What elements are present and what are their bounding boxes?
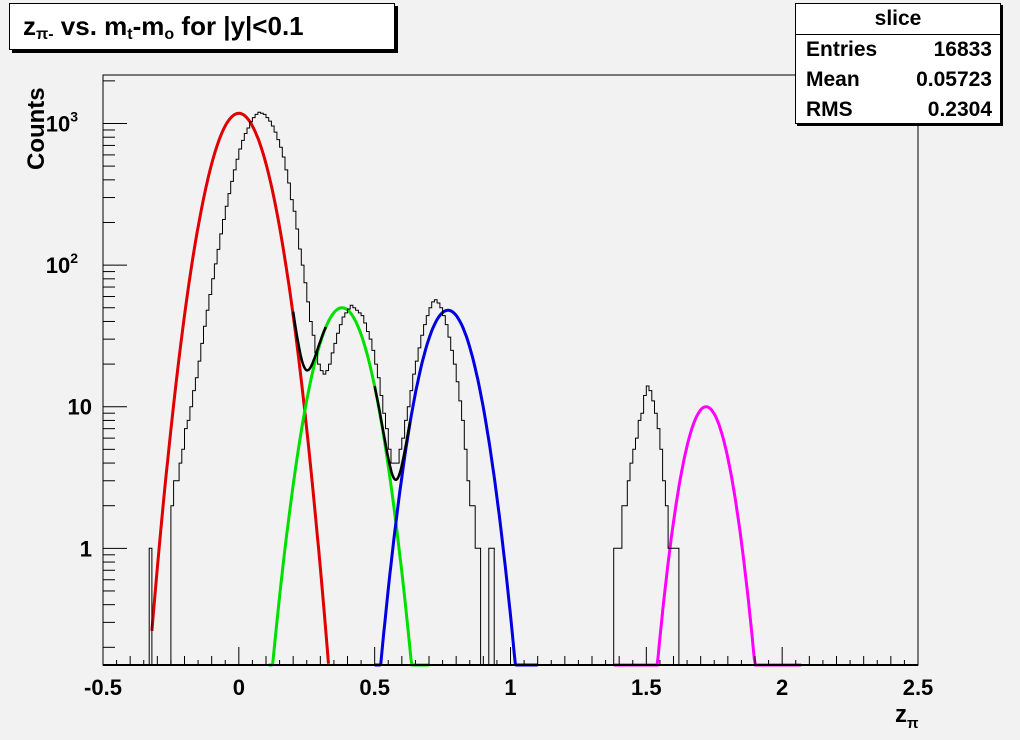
x-tick-label: 2.5 <box>903 675 934 700</box>
stats-entries: Entries 16833 <box>806 38 992 61</box>
fit-curve-1 <box>150 111 330 664</box>
frame-background <box>102 74 919 666</box>
total-fit-segment-2 <box>373 385 412 482</box>
y-tick-label: 102 <box>46 250 78 278</box>
x-tick-label: -0.5 <box>84 675 122 700</box>
x-tick-label: 2 <box>776 675 788 700</box>
y-tick-label: 10 <box>68 395 92 420</box>
x-tick-label: 0.5 <box>359 675 390 700</box>
stats-title: slice <box>796 4 1000 35</box>
x-axis-label: zπ <box>895 701 919 732</box>
fit-curve-2 <box>268 306 429 667</box>
fit-curve-3 <box>374 308 538 667</box>
x-tick-label: 0 <box>233 675 245 700</box>
stats-box: slice Entries 16833 Mean 0.05723 RMS 0.2304 <box>795 3 1001 124</box>
x-tick-label: 1 <box>504 675 516 700</box>
axes: -0.5 0 0.5 1 1.5 2 2.5zπ 1 10 102 103 <box>46 75 934 732</box>
chart-title: zπ- vs. mt-mo for |y|<0.1 <box>9 3 395 50</box>
y-tick-label: 1 <box>80 536 92 561</box>
x-tick-label: 1.5 <box>631 675 662 700</box>
stats-mean: Mean 0.05723 <box>806 68 992 91</box>
y-tick-label: 103 <box>46 108 78 136</box>
x-axis-label-sub: π <box>907 715 919 732</box>
y-axis-label: Counts <box>23 87 50 170</box>
fit-curves <box>150 111 802 667</box>
stats-rms: RMS 0.2304 <box>806 98 992 121</box>
total-fit-segment-1 <box>291 311 327 372</box>
y-tick-label-exp: 3 <box>70 108 78 124</box>
y-tick-label-exp: 2 <box>70 250 78 266</box>
